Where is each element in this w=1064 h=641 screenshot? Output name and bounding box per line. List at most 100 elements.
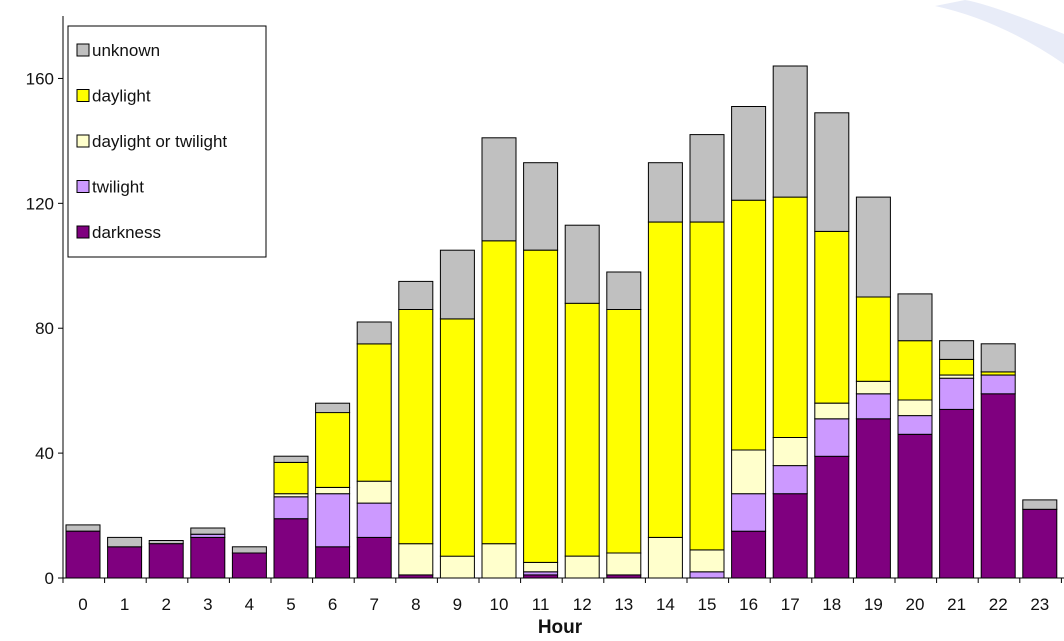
bar-unknown-6 <box>315 402 351 414</box>
bar-unknown-10 <box>481 137 517 242</box>
bar-darkness-0 <box>65 530 101 579</box>
bar-twilight-21 <box>939 377 975 410</box>
x-tick-label: 23 <box>1030 595 1049 614</box>
bar-twilight-20 <box>897 415 933 435</box>
bar-darkness-7 <box>356 536 392 579</box>
x-tick-label: 22 <box>989 595 1008 614</box>
bar-darkness-18 <box>814 455 850 579</box>
x-tick-label: 10 <box>490 595 509 614</box>
bar-daylight-14 <box>647 221 683 538</box>
bar-unknown-12 <box>564 224 600 304</box>
bar-daylight-18 <box>814 230 850 404</box>
bar-daylight-or-twilight-9 <box>439 555 475 579</box>
bar-darkness-22 <box>980 393 1016 579</box>
bar-darkness-6 <box>315 546 351 579</box>
bar-unknown-1 <box>107 536 143 548</box>
bar-daylight-or-twilight-12 <box>564 555 600 579</box>
x-ticks: 0 1 2 3 4 5 6 7 8 9 10 11 12 13 14 15 16 17 18 19 20 21 22 23 <box>62 578 1062 614</box>
bar-darkness-1 <box>107 546 143 579</box>
x-tick-label: 12 <box>573 595 592 614</box>
legend-swatch-twilight <box>76 180 90 193</box>
legend-swatch-daylight-or-twilight <box>76 134 90 148</box>
legend-label-twilight: twilight <box>92 178 144 197</box>
bar-unknown-15 <box>689 134 725 223</box>
bar-daylight-or-twilight-17 <box>772 437 808 467</box>
bar-darkness-16 <box>731 530 767 579</box>
bar-daylight-15 <box>689 221 725 551</box>
bar-darkness-23 <box>1022 508 1058 579</box>
x-tick-label: 4 <box>245 595 254 614</box>
x-tick-label: 3 <box>203 595 212 614</box>
legend: unknown daylight daylight or twilight twili… <box>67 25 267 258</box>
bar-darkness-4 <box>231 552 267 579</box>
legend-label-daylight-or-twilight: daylight or twilight <box>92 132 227 151</box>
bar-unknown-20 <box>897 293 933 342</box>
bar-daylight-or-twilight-14 <box>647 536 683 579</box>
x-tick-label: 1 <box>120 595 129 614</box>
bar-darkness-19 <box>855 418 891 579</box>
bar-daylight-or-twilight-19 <box>855 380 891 395</box>
x-tick-label: 9 <box>453 595 462 614</box>
x-tick-label: 14 <box>656 595 675 614</box>
x-tick-label: 11 <box>532 595 550 614</box>
legend-swatch-daylight <box>76 89 90 102</box>
bar-unknown-21 <box>939 340 975 360</box>
bar-unknown-18 <box>814 112 850 232</box>
bar-unknown-3 <box>190 527 226 535</box>
bar-daylight-19 <box>855 296 891 382</box>
bar-darkness-21 <box>939 408 975 579</box>
x-tick-label: 21 <box>947 595 966 614</box>
legend-swatch-unknown <box>76 43 90 57</box>
x-tick-label: 8 <box>411 595 420 614</box>
bar-unknown-5 <box>273 455 309 463</box>
watermark-shape <box>935 0 1064 64</box>
bar-daylight-or-twilight-7 <box>356 480 392 504</box>
bar-daylight-11 <box>523 249 559 563</box>
bar-daylight-or-twilight-21 <box>939 374 975 379</box>
bar-unknown-2 <box>148 540 184 545</box>
x-tick-label: 15 <box>698 595 717 614</box>
y-ticks: 0 40 80 120 160 <box>26 69 63 588</box>
bar-unknown-19 <box>855 196 891 298</box>
legend-label-daylight: daylight <box>92 87 151 106</box>
bar-twilight-6 <box>315 493 351 548</box>
y-tick-label: 120 <box>26 194 54 213</box>
x-tick-label: 0 <box>78 595 87 614</box>
bar-twilight-22 <box>980 374 1016 395</box>
x-tick-label: 7 <box>369 595 378 614</box>
bar-daylight-21 <box>939 358 975 376</box>
bar-unknown-0 <box>65 524 101 532</box>
bar-daylight-12 <box>564 302 600 557</box>
bar-unknown-8 <box>398 280 434 310</box>
bar-daylight-10 <box>481 240 517 545</box>
bar-daylight-20 <box>897 340 933 401</box>
y-tick-label: 0 <box>45 569 54 588</box>
bar-daylight-13 <box>606 309 642 554</box>
bar-daylight-or-twilight-13 <box>606 552 642 576</box>
bar-daylight-or-twilight-11 <box>523 561 559 573</box>
bar-twilight-7 <box>356 502 392 538</box>
bar-daylight-17 <box>772 196 808 438</box>
bar-darkness-5 <box>273 518 309 579</box>
legend-box <box>67 25 267 258</box>
bar-daylight-16 <box>731 199 767 451</box>
bar-unknown-22 <box>980 343 1016 373</box>
bar-daylight-or-twilight-15 <box>689 549 725 573</box>
bar-twilight-18 <box>814 418 850 457</box>
bar-darkness-17 <box>772 493 808 579</box>
x-tick-label: 16 <box>739 595 758 614</box>
bar-twilight-3 <box>190 533 226 538</box>
x-tick-label: 19 <box>864 595 883 614</box>
bar-twilight-19 <box>855 393 891 420</box>
x-tick-label: 17 <box>781 595 800 614</box>
bar-twilight-5 <box>273 496 309 520</box>
bar-twilight-15 <box>689 571 725 579</box>
bar-daylight-7 <box>356 343 392 482</box>
legend-label-darkness: darkness <box>92 223 161 242</box>
bar-daylight-or-twilight-18 <box>814 402 850 420</box>
bar-unknown-17 <box>772 65 808 198</box>
bar-daylight-or-twilight-20 <box>897 399 933 417</box>
bar-daylight-8 <box>398 309 434 545</box>
x-tick-label: 18 <box>822 595 841 614</box>
